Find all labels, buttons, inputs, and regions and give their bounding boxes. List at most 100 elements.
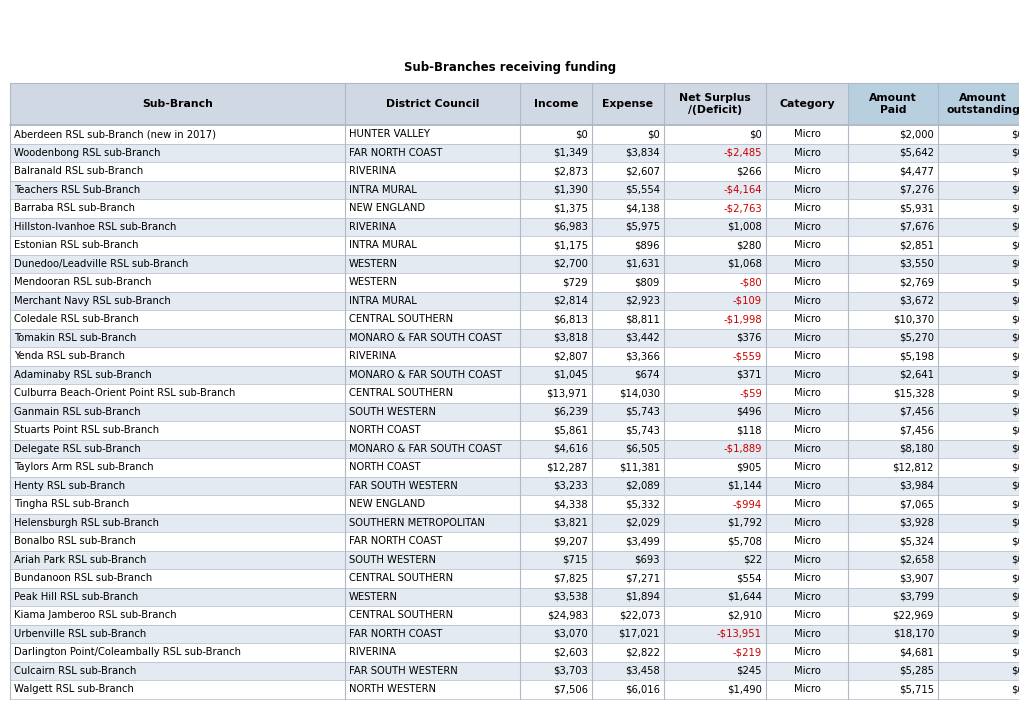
Bar <box>591 606 663 624</box>
Bar <box>344 661 520 680</box>
Text: $3,233: $3,233 <box>552 481 587 491</box>
Text: $0: $0 <box>1010 554 1019 565</box>
Text: $5,285: $5,285 <box>898 665 933 676</box>
Text: Micro: Micro <box>793 425 819 435</box>
Text: Culburra Beach-Orient Point RSL sub-Branch: Culburra Beach-Orient Point RSL sub-Bran… <box>14 388 235 398</box>
Text: $7,825: $7,825 <box>552 573 587 583</box>
Text: $5,324: $5,324 <box>898 536 933 547</box>
Text: $674: $674 <box>634 370 659 380</box>
Text: $1,631: $1,631 <box>625 259 659 269</box>
Text: NEW ENGLAND: NEW ENGLAND <box>348 499 425 509</box>
Bar <box>937 255 1019 273</box>
Bar <box>663 624 765 643</box>
Bar <box>520 495 591 513</box>
Bar <box>847 143 937 162</box>
Text: $0: $0 <box>1010 296 1019 306</box>
Text: Income: Income <box>533 99 578 109</box>
Text: $1,644: $1,644 <box>727 592 761 602</box>
Text: Micro: Micro <box>793 629 819 639</box>
Bar <box>663 384 765 402</box>
Bar <box>663 440 765 458</box>
Text: $3,928: $3,928 <box>898 518 933 528</box>
Text: Category: Category <box>779 99 834 109</box>
Bar <box>591 329 663 347</box>
Bar <box>591 273 663 291</box>
Text: $5,861: $5,861 <box>552 425 587 435</box>
Bar <box>847 421 937 440</box>
Bar <box>937 588 1019 606</box>
Text: $3,499: $3,499 <box>625 536 659 547</box>
Bar <box>344 180 520 199</box>
Text: $0: $0 <box>1010 629 1019 639</box>
Text: $0: $0 <box>1010 203 1019 213</box>
Text: -$13,951: -$13,951 <box>716 629 761 639</box>
Text: $0: $0 <box>1010 536 1019 547</box>
Bar <box>847 199 937 218</box>
Bar <box>520 218 591 236</box>
Bar <box>765 402 847 421</box>
Text: $554: $554 <box>736 573 761 583</box>
Bar <box>591 532 663 551</box>
Text: $9,207: $9,207 <box>552 536 587 547</box>
Text: $0: $0 <box>1010 259 1019 269</box>
Bar <box>847 329 937 347</box>
Text: Micro: Micro <box>793 443 819 454</box>
Text: $896: $896 <box>634 240 659 250</box>
Bar <box>10 180 344 199</box>
Bar <box>520 329 591 347</box>
Bar <box>591 384 663 402</box>
Text: INTRA MURAL: INTRA MURAL <box>348 296 417 306</box>
Text: $2,873: $2,873 <box>552 167 587 176</box>
Bar <box>520 680 591 699</box>
Bar <box>591 310 663 329</box>
Text: Micro: Micro <box>793 518 819 528</box>
Bar <box>591 588 663 606</box>
Text: CENTRAL SOUTHERN: CENTRAL SOUTHERN <box>348 573 452 583</box>
Text: $7,506: $7,506 <box>552 684 587 694</box>
Text: $22,969: $22,969 <box>892 610 933 620</box>
Bar <box>937 143 1019 162</box>
Text: $0: $0 <box>1010 499 1019 509</box>
Bar <box>937 180 1019 199</box>
Text: $3,442: $3,442 <box>625 333 659 342</box>
Text: Ariah Park RSL sub-Branch: Ariah Park RSL sub-Branch <box>14 554 147 565</box>
Text: Hillston-Ivanhoe RSL sub-Branch: Hillston-Ivanhoe RSL sub-Branch <box>14 222 176 231</box>
Bar <box>591 421 663 440</box>
Text: $13,971: $13,971 <box>546 388 587 398</box>
Text: $7,456: $7,456 <box>898 425 933 435</box>
Text: $729: $729 <box>561 278 587 287</box>
Text: Peak Hill RSL sub-Branch: Peak Hill RSL sub-Branch <box>14 592 139 602</box>
Text: $5,554: $5,554 <box>625 185 659 195</box>
Text: SOUTHERN METROPOLITAN: SOUTHERN METROPOLITAN <box>348 518 484 528</box>
Bar <box>765 291 847 310</box>
Bar <box>344 588 520 606</box>
Bar <box>520 569 591 588</box>
Bar <box>847 83 937 125</box>
Text: $0: $0 <box>1010 240 1019 250</box>
Bar <box>847 440 937 458</box>
Text: $118: $118 <box>736 425 761 435</box>
Text: Micro: Micro <box>793 573 819 583</box>
Bar <box>591 569 663 588</box>
Text: Balranald RSL sub-Branch: Balranald RSL sub-Branch <box>14 167 143 176</box>
Text: $0: $0 <box>1010 684 1019 694</box>
Bar <box>847 366 937 384</box>
Bar <box>663 236 765 255</box>
Text: $1,008: $1,008 <box>727 222 761 231</box>
Bar <box>937 273 1019 291</box>
Bar <box>663 458 765 477</box>
Text: $371: $371 <box>736 370 761 380</box>
Bar <box>847 384 937 402</box>
Bar <box>937 606 1019 624</box>
Bar <box>663 661 765 680</box>
Bar <box>10 125 344 143</box>
Bar <box>663 125 765 143</box>
Bar <box>663 643 765 661</box>
Bar <box>10 384 344 402</box>
Text: $5,715: $5,715 <box>898 684 933 694</box>
Bar <box>10 402 344 421</box>
Text: $3,907: $3,907 <box>898 573 933 583</box>
Text: Micro: Micro <box>793 370 819 380</box>
Text: $6,505: $6,505 <box>625 443 659 454</box>
Text: Tingha RSL sub-Branch: Tingha RSL sub-Branch <box>14 499 129 509</box>
